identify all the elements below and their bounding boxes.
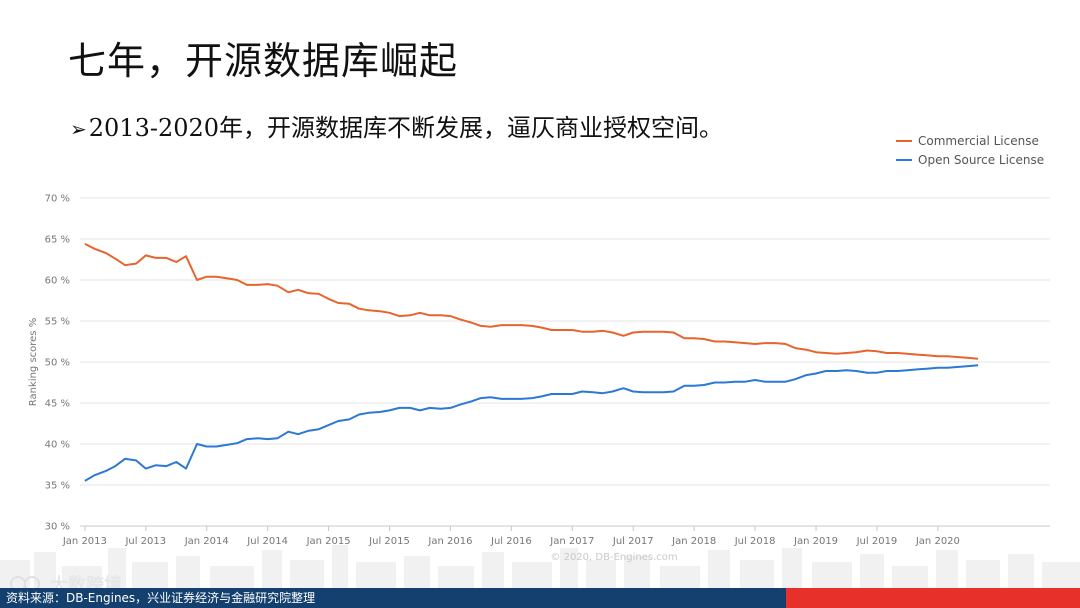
x-tick-label: Jan 2016 [427,536,472,547]
skyline-building [782,548,802,588]
footer-bar [0,588,1080,608]
skyline-building [262,550,282,588]
page-title: 七年，开源数据库崛起 [68,39,459,83]
y-tick-label: 35 % [45,481,70,492]
x-tick-label: Jan 2020 [915,536,960,547]
x-tick-label: Jan 2013 [62,536,107,547]
skyline-building [108,548,126,588]
x-tick-label: Jul 2016 [490,536,532,547]
y-tick-label: 45 % [45,399,70,410]
skyline-building [404,556,430,588]
series-line-commercial-license [84,243,979,360]
skyline-building [34,552,56,588]
x-tick-label: Jan 2015 [306,536,351,547]
skyline-building [482,552,504,588]
skyline-building [966,560,1000,588]
skyline-building [560,548,578,588]
y-tick-label: 55 % [45,317,70,328]
skyline-building [176,556,200,588]
subtitle: ➢2013-2020年，开源数据库不断发展，逼仄商业授权空间。 [70,108,723,143]
chart-grid [80,197,1050,527]
legend: Commercial License Open Source License [896,134,1044,167]
x-tick-label: Jan 2017 [549,536,594,547]
chart-copyright: © 2020, DB-Engines.com [550,552,677,563]
y-tick-label: 40 % [45,440,70,451]
x-tick-label: Jul 2014 [246,536,288,547]
skyline-building [62,566,102,588]
skyline-building [740,560,774,588]
x-tick-label: Jan 2014 [184,536,229,547]
y-axis: 30 % 35 % 40 % 45 % 50 % 55 % 60 % 65 % 70 % [45,194,70,533]
x-tick-label: Jul 2013 [124,536,166,547]
legend-label: Open Source License [918,153,1044,167]
source-note: 资料来源：DB-Engines，兴业证券经济与金融研究院整理 [6,591,316,605]
y-tick-label: 65 % [45,235,70,246]
footer-bar-red [786,588,1080,608]
y-tick-label: 60 % [45,276,70,287]
x-tick-label: Jan 2018 [671,536,716,547]
subtitle-text: 2013-2020年，开源数据库不断发展，逼仄商业授权空间。 [88,114,724,142]
y-tick-label: 30 % [45,522,70,533]
x-axis: Jan 2013 Jul 2013 Jan 2014 Jul 2014 Jan 2015… [62,526,960,547]
legend-label: Commercial License [918,134,1039,148]
series-lines [84,243,979,482]
skyline-building [132,562,168,588]
skyline-building [586,560,616,588]
series-line-open-source-license [84,364,979,482]
arrow-bullet-icon: ➢ [70,117,87,141]
skyline-building [356,562,396,588]
skyline-building [860,554,884,588]
x-tick-label: Jul 2019 [856,536,898,547]
skyline-building [332,545,348,588]
y-axis-title: Ranking scores % [28,318,39,406]
city-skyline-watermark [0,545,1080,588]
y-tick-label: 70 % [45,194,70,205]
skyline-building [708,550,730,588]
skyline-building [1042,562,1080,588]
x-tick-label: Jul 2017 [612,536,654,547]
skyline-building [290,560,324,588]
skyline-building [892,566,928,588]
skyline-building [438,566,474,588]
skyline-building [936,550,958,588]
x-tick-label: Jul 2015 [368,536,410,547]
skyline-building [1008,554,1034,588]
x-tick-label: Jul 2018 [734,536,776,547]
skyline-building [812,562,852,588]
x-tick-label: Jan 2019 [793,536,838,547]
footer-bar-blue [0,588,786,608]
skyline-building [624,556,650,588]
skyline-building [512,562,552,588]
y-tick-label: 50 % [45,358,70,369]
skyline-building [660,566,700,588]
skyline-building [210,566,254,588]
